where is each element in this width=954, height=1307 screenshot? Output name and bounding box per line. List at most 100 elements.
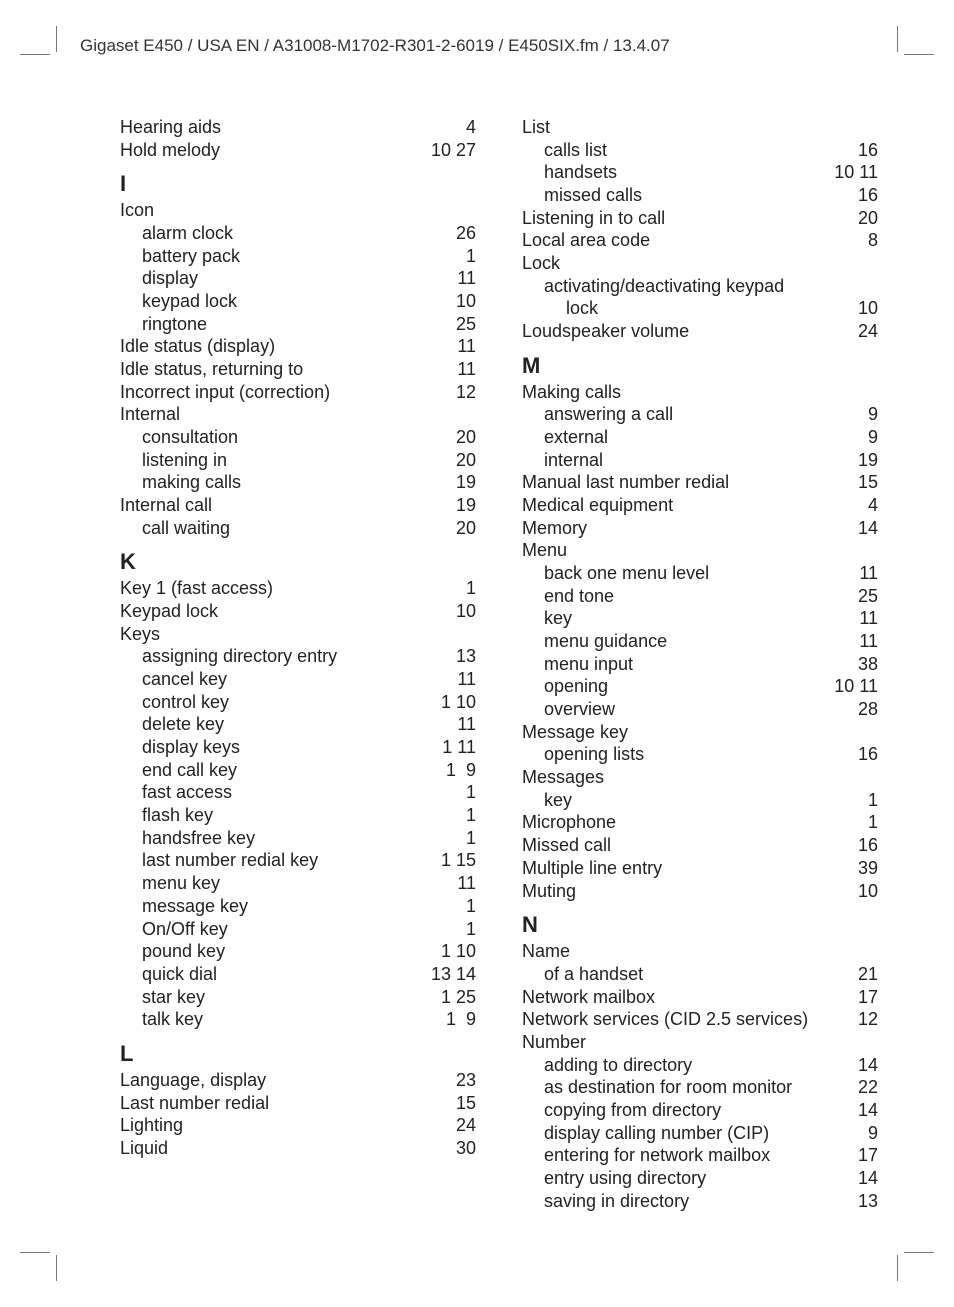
- index-entry: external 9: [522, 426, 878, 449]
- index-entry-label: battery pack: [142, 245, 240, 268]
- index-entry-label: Making calls: [522, 381, 621, 404]
- index-entry-pages: 21: [858, 963, 878, 986]
- index-entry-label: Network mailbox: [522, 986, 655, 1009]
- index-entry-pages: 9: [863, 1122, 878, 1145]
- index-entry-pages: 1 9: [441, 759, 476, 782]
- index-entry: Icon: [120, 199, 476, 222]
- index-entry: saving in directory13: [522, 1190, 878, 1213]
- index-entry-label: Loudspeaker volume: [522, 320, 689, 343]
- index-entry: of a handset21: [522, 963, 878, 986]
- index-entry-label: pound key: [142, 940, 225, 963]
- index-entry: opening lists16: [522, 743, 878, 766]
- index-entry: Making calls: [522, 381, 878, 404]
- index-entry: star key 1 25: [120, 986, 476, 1009]
- index-entry-pages: 1 11: [437, 736, 476, 759]
- index-entry: Keypad lock10: [120, 600, 476, 623]
- index-entry-pages: 16: [858, 184, 878, 207]
- index-entry: lock10: [522, 297, 878, 320]
- index-entry-label: Memory: [522, 517, 587, 540]
- index-entry-pages: 20: [456, 449, 476, 472]
- index-entry: alarm clock26: [120, 222, 476, 245]
- index-entry-label: keypad lock: [142, 290, 237, 313]
- index-entry-pages: 1: [461, 827, 476, 850]
- index-entry: end tone25: [522, 585, 878, 608]
- index-entry: assigning directory entry13: [120, 645, 476, 668]
- index-entry-label: Keypad lock: [120, 600, 218, 623]
- index-entry-label: message key: [142, 895, 248, 918]
- index-entry: listening in20: [120, 449, 476, 472]
- index-entry: entering for network mailbox17: [522, 1144, 878, 1167]
- index-entry-label: control key: [142, 691, 229, 714]
- index-column-right: Listcalls list16handsets10 11missed call…: [522, 116, 878, 1212]
- index-column-left: Hearing aids 4Hold melody10 27IIconalarm…: [120, 116, 476, 1212]
- index-entry-label: opening lists: [544, 743, 644, 766]
- index-entry-label: Liquid: [120, 1137, 168, 1160]
- index-entry: Loudspeaker volume24: [522, 320, 878, 343]
- index-entry: Network services (CID 2.5 services)12: [522, 1008, 878, 1031]
- index-entry-pages: 11: [859, 562, 878, 585]
- index-letter: K: [120, 549, 476, 575]
- index-entry: entry using directory14: [522, 1167, 878, 1190]
- index-entry-label: handsfree key: [142, 827, 255, 850]
- index-entry-label: Muting: [522, 880, 576, 903]
- index-entry: flash key 1: [120, 804, 476, 827]
- index-entry-label: Manual last number redial: [522, 471, 729, 494]
- index-entry-pages: 39: [858, 857, 878, 880]
- crop-mark: [20, 54, 50, 55]
- index-entry: List: [522, 116, 878, 139]
- index-entry: Liquid30: [120, 1137, 476, 1160]
- index-entry: Internal: [120, 403, 476, 426]
- index-entry: internal19: [522, 449, 878, 472]
- page-header: Gigaset E450 / USA EN / A31008-M1702-R30…: [80, 36, 904, 56]
- index-entry-label: Missed call: [522, 834, 611, 857]
- index-entry: Keys: [120, 623, 476, 646]
- index-entry-label: Lighting: [120, 1114, 183, 1137]
- index-entry-pages: 13 14: [431, 963, 476, 986]
- index-entry-pages: 13: [456, 645, 476, 668]
- index-entry: end call key 1 9: [120, 759, 476, 782]
- index-entry-pages: 19: [456, 494, 476, 517]
- index-entry-pages: 11: [457, 713, 476, 736]
- index-entry-label: Local area code: [522, 229, 650, 252]
- index-entry-label: Key 1 (fast access): [120, 577, 273, 600]
- index-entry: handsfree key 1: [120, 827, 476, 850]
- index-entry-label: as destination for room monitor: [544, 1076, 792, 1099]
- index-entry: Message key: [522, 721, 878, 744]
- index-entry-pages: 9: [863, 426, 878, 449]
- index-entry-label: star key: [142, 986, 205, 1009]
- index-letter: I: [120, 171, 476, 197]
- index-entry: Language, display23: [120, 1069, 476, 1092]
- index-entry: Incorrect input (correction)12: [120, 381, 476, 404]
- crop-mark: [897, 1255, 898, 1281]
- index-entry-label: handsets: [544, 161, 617, 184]
- index-entry-label: Hearing aids: [120, 116, 221, 139]
- index-entry-label: Idle status, returning to: [120, 358, 303, 381]
- index-entry-pages: 10: [456, 290, 476, 313]
- index-entry-pages: 15: [456, 1092, 476, 1115]
- index-entry: call waiting20: [120, 517, 476, 540]
- index-entry: key 1: [522, 789, 878, 812]
- index-entry: Internal call 19: [120, 494, 476, 517]
- index-entry-pages: 24: [456, 1114, 476, 1137]
- index-entry-label: On/Off key: [142, 918, 228, 941]
- index-entry-pages: 22: [858, 1076, 878, 1099]
- index-entry: quick dial13 14: [120, 963, 476, 986]
- index-entry-pages: 25: [858, 585, 878, 608]
- index-entry-label: Internal call: [120, 494, 212, 517]
- index-letter: N: [522, 912, 878, 938]
- index-entry-pages: 14: [858, 1054, 878, 1077]
- index-entry: Listening in to call20: [522, 207, 878, 230]
- index-entry-label: copying from directory: [544, 1099, 721, 1122]
- index-entry-label: delete key: [142, 713, 224, 736]
- index-entry-label: ringtone: [142, 313, 207, 336]
- index-entry-pages: 11: [859, 607, 878, 630]
- index-entry: last number redial key 1 15: [120, 849, 476, 872]
- index-entry-label: overview: [544, 698, 615, 721]
- index-entry-label: entry using directory: [544, 1167, 706, 1190]
- index-entry: keypad lock 10: [120, 290, 476, 313]
- index-entry-pages: 10 11: [834, 675, 878, 698]
- index-entry: opening10 11: [522, 675, 878, 698]
- index-entry-pages: 1 25: [436, 986, 476, 1009]
- index-entry-pages: 10: [858, 880, 878, 903]
- index-entry: ringtone25: [120, 313, 476, 336]
